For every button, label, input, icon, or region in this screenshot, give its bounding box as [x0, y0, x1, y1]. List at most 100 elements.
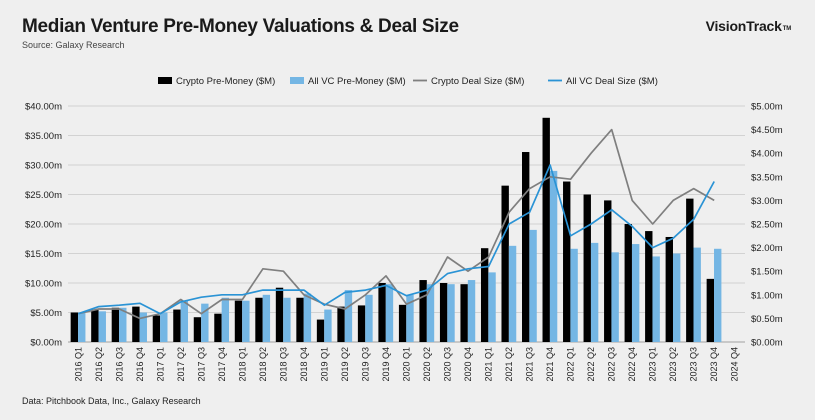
- y-right-tick-label: $3.50m: [751, 172, 783, 183]
- crypto-premoney-bar: [645, 231, 653, 342]
- allvc-premoney-bar: [98, 311, 106, 342]
- allvc-premoney-bar: [119, 307, 127, 342]
- y-right-tick-label: $1.00m: [751, 290, 783, 301]
- x-tick-label: 2022 Q4: [627, 347, 637, 382]
- x-tick-label: 2016 Q2: [94, 347, 104, 382]
- allvc-premoney-bar: [529, 229, 537, 342]
- crypto-premoney-bar: [706, 278, 715, 342]
- allvc-premoney-bar: [242, 300, 250, 342]
- allvc-premoney-bar: [303, 293, 312, 342]
- allvc-premoney-bar: [631, 244, 640, 342]
- allvc-premoney-bar: [262, 294, 271, 342]
- crypto-premoney-bar: [173, 309, 181, 342]
- legend-crypto-premoney-swatch: [158, 77, 172, 84]
- brand-logo: VisionTrackTM: [706, 18, 792, 34]
- allvc-premoney-bar: [283, 297, 291, 342]
- x-tick-label: 2022 Q2: [586, 347, 596, 382]
- x-tick-label: 2018 Q2: [258, 347, 268, 382]
- y-left-tick-label: $0.00m: [30, 338, 62, 349]
- y-left-tick-label: $30.00m: [25, 161, 62, 172]
- x-tick-label: 2017 Q2: [176, 347, 186, 382]
- allvc-premoney-bar: [78, 312, 86, 342]
- x-tick-label: 2022 Q1: [566, 347, 576, 382]
- chart-subtitle: Source: Galaxy Research: [22, 40, 125, 50]
- allvc-premoney-bar: [426, 284, 435, 342]
- crypto-premoney-bar: [70, 312, 79, 342]
- crypto-premoney-bar: [357, 305, 366, 342]
- y-right-tick-label: $1.50m: [751, 267, 783, 278]
- allvc-premoney-bar: [447, 284, 455, 342]
- crypto-premoney-bar: [563, 181, 571, 342]
- x-tick-label: 2019 Q3: [360, 347, 370, 382]
- x-tick-label: 2018 Q3: [278, 347, 288, 382]
- allvc-premoney-bar: [590, 242, 599, 342]
- crypto-premoney-bar: [624, 224, 632, 342]
- x-tick-label: 2019 Q2: [340, 347, 350, 382]
- x-tick-label: 2016 Q4: [135, 347, 145, 382]
- allvc-premoney-bar: [160, 312, 168, 342]
- x-tick-label: 2016 Q3: [114, 347, 124, 382]
- x-tick-label: 2021 Q4: [545, 347, 555, 382]
- y-left-tick-label: $25.00m: [25, 190, 62, 201]
- allvc-premoney-bar: [611, 252, 619, 342]
- crypto-premoney-bar: [234, 300, 243, 342]
- crypto-premoney-bar: [132, 306, 140, 342]
- allvc-premoney-bar: [672, 253, 681, 342]
- crypto-premoney-bar: [275, 287, 284, 342]
- allvc-premoney-bar: [344, 290, 353, 342]
- x-tick-label: 2019 Q1: [319, 347, 329, 382]
- x-tick-label: 2023 Q1: [648, 347, 658, 382]
- x-tick-label: 2020 Q2: [422, 347, 432, 382]
- legend-allvc-deal-size-label: All VC Deal Size ($M): [566, 76, 658, 87]
- x-tick-label: 2018 Q1: [237, 347, 247, 382]
- x-tick-label: 2017 Q4: [217, 347, 227, 382]
- x-tick-label: 2023 Q3: [689, 347, 699, 382]
- y-right-tick-label: $0.50m: [751, 314, 783, 325]
- x-tick-label: 2017 Q1: [155, 347, 165, 382]
- crypto-premoney-bar: [337, 306, 345, 342]
- x-tick-label: 2018 Q4: [299, 347, 309, 382]
- allvc-premoney-bar: [570, 248, 578, 342]
- crypto-premoney-bar: [91, 309, 99, 342]
- crypto-premoney-bar: [214, 313, 222, 342]
- x-tick-label: 2023 Q4: [709, 347, 719, 382]
- allvc-premoney-bar: [385, 284, 394, 342]
- crypto-premoney-bar: [152, 315, 161, 342]
- y-left-tick-label: $15.00m: [25, 249, 62, 260]
- data-source-note: Data: Pitchbook Data, Inc., Galaxy Resea…: [22, 396, 201, 406]
- brand-trademark: TM: [782, 26, 791, 32]
- crypto-premoney-bar: [583, 194, 591, 342]
- allvc-premoney-bar: [406, 294, 414, 342]
- legend-allvc-premoney-label: All VC Pre-Money ($M): [308, 76, 406, 87]
- y-right-tick-label: $4.00m: [751, 149, 783, 160]
- crypto-premoney-bar: [439, 283, 448, 342]
- y-right-tick-label: $2.50m: [751, 220, 783, 231]
- x-tick-label: 2020 Q1: [402, 347, 412, 382]
- y-right-tick-label: $3.00m: [751, 196, 783, 207]
- crypto-premoney-bar: [296, 297, 304, 342]
- allvc-premoney-bar: [201, 303, 209, 342]
- crypto-premoney-bar: [665, 236, 673, 342]
- crypto-premoney-bar: [542, 117, 550, 342]
- crypto-premoney-bar: [316, 319, 325, 342]
- x-tick-label: 2024 Q4: [730, 347, 740, 382]
- allvc-premoney-bar: [180, 300, 189, 342]
- allvc-premoney-bar: [467, 280, 476, 342]
- crypto-premoney-bar: [522, 152, 530, 342]
- x-tick-label: 2020 Q4: [463, 347, 473, 382]
- x-tick-label: 2022 Q3: [607, 347, 617, 382]
- allvc-premoney-bar: [139, 312, 147, 342]
- legend-allvc-premoney-swatch: [290, 77, 304, 84]
- y-left-tick-label: $35.00m: [25, 131, 62, 142]
- y-right-tick-label: $2.00m: [751, 243, 783, 254]
- x-tick-label: 2021 Q3: [525, 347, 535, 382]
- allvc-premoney-bar: [549, 170, 558, 342]
- x-tick-label: 2021 Q2: [504, 347, 514, 382]
- x-tick-label: 2019 Q4: [381, 347, 391, 382]
- x-tick-label: 2017 Q3: [196, 347, 206, 382]
- crypto-premoney-bar: [480, 248, 489, 342]
- crypto-premoney-bar: [255, 297, 263, 342]
- crypto-premoney-bar: [501, 185, 509, 342]
- y-left-tick-label: $5.00m: [30, 308, 62, 319]
